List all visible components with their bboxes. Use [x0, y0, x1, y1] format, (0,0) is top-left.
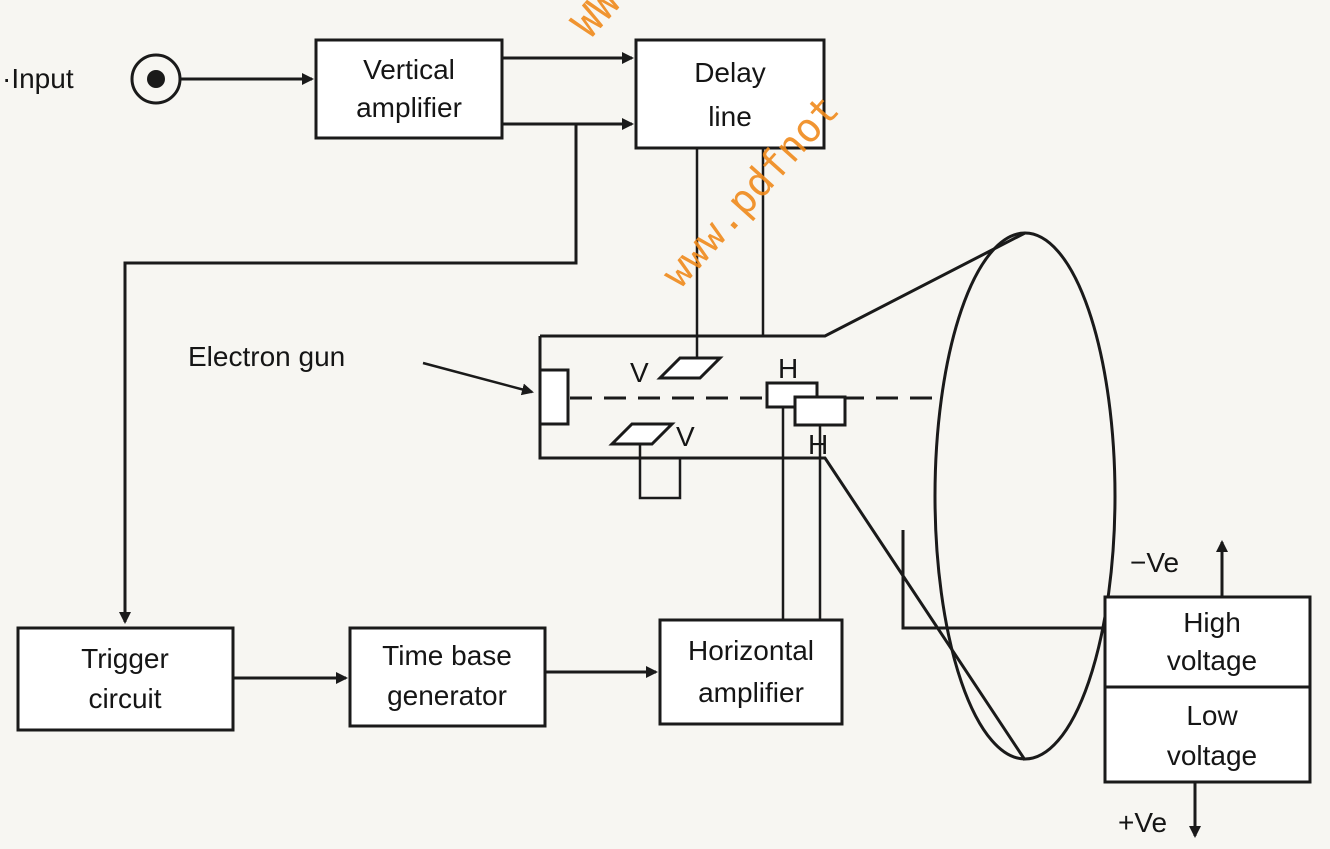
h-plate-right [793, 395, 847, 427]
h-plate-label-bottom: H [808, 429, 828, 460]
low-voltage-label: Low [1186, 700, 1238, 731]
vertical-deflection-plates: V V [608, 356, 724, 500]
svg-text:Vertical: Vertical [363, 54, 455, 85]
pos-ve-label: +Ve [1118, 807, 1167, 838]
v-plate-bottom-lead [638, 444, 682, 500]
electron-gun-pointer [422, 361, 534, 396]
crt-screen [933, 231, 1117, 761]
input-label: ·Input [2, 63, 74, 94]
delay-line-block: Delay line [634, 38, 826, 150]
time-base-generator-block: Time base generator [348, 626, 547, 728]
svg-text:line: line [708, 101, 752, 132]
svg-text:generator: generator [387, 680, 507, 711]
input-connector: ·Input [2, 53, 182, 105]
high-voltage-label: High [1183, 607, 1241, 638]
svg-text:Trigger: Trigger [81, 643, 169, 674]
svg-text:circuit: circuit [88, 683, 161, 714]
v-plate-label-bottom: V [676, 421, 695, 452]
v-plate-bottom [608, 422, 676, 446]
neg-ve-label: −Ve [1130, 547, 1179, 578]
crt-to-power-wire [901, 530, 1105, 630]
vamp-to-trigger-wire [119, 124, 578, 624]
trigger-circuit-block: Trigger circuit [16, 626, 235, 732]
horizontal-deflection-plates: H H [765, 353, 847, 460]
svg-text:voltage: voltage [1167, 645, 1257, 676]
svg-text:voltage: voltage [1167, 740, 1257, 771]
electron-gun-element [538, 368, 570, 426]
svg-text:amplifier: amplifier [698, 677, 804, 708]
v-plate-label-top: V [630, 357, 649, 388]
svg-text:Delay: Delay [694, 57, 766, 88]
v-plate-top [656, 356, 724, 380]
horizontal-amplifier-block: Horizontal amplifier [658, 618, 844, 726]
electron-gun-label: Electron gun [188, 341, 345, 372]
watermark-fragment: WW [563, 0, 630, 47]
crt-tube [538, 231, 1117, 761]
h-plate-left [765, 381, 819, 409]
h-plate-label-top: H [778, 353, 798, 384]
svg-text:Time base: Time base [382, 640, 512, 671]
svg-text:Horizontal: Horizontal [688, 635, 814, 666]
power-supply-block: High voltage Low voltage [1103, 595, 1312, 784]
svg-text:amplifier: amplifier [356, 92, 462, 123]
vertical-amplifier-block: Vertical amplifier [314, 38, 504, 140]
